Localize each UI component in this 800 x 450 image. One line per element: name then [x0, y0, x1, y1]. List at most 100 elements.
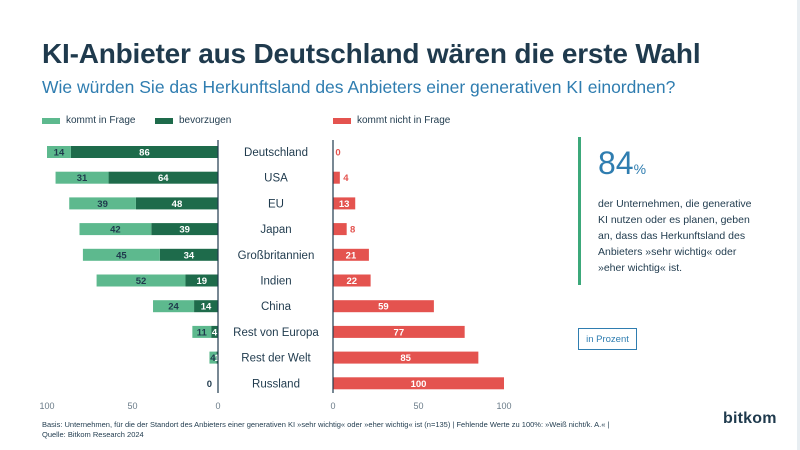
data-label-kommt-in-frage: 52	[136, 276, 147, 287]
right-tick-label: 100	[496, 401, 511, 411]
legend-label-bevorzugen: bevorzugen	[179, 115, 232, 126]
bar-kommt-in-frage	[96, 274, 186, 287]
data-label-kommt-nicht-in-frage: 8	[350, 225, 355, 236]
unit-label: in Prozent	[578, 328, 637, 350]
category-label: Indien	[260, 276, 291, 288]
bar-bevorzugen	[211, 325, 218, 338]
key-stat-callout: 84% der Unternehmen, die generative KI n…	[578, 137, 768, 285]
bar-bevorzugen	[108, 171, 218, 184]
key-stat-value: 84%	[598, 145, 768, 187]
key-stat-line: »eher wichtig« ist.	[598, 262, 683, 274]
data-label-kommt-nicht-in-frage: 100	[411, 379, 427, 390]
category-label: China	[261, 301, 292, 313]
left-tick-label: 0	[215, 401, 220, 411]
bar-bevorzugen	[135, 197, 218, 210]
right-tick-label: 0	[330, 401, 335, 411]
data-label-kommt-in-frage: 39	[97, 199, 108, 210]
legend-bevorzugen: bevorzugen	[155, 115, 231, 126]
footnote: Basis: Unternehmen, für die der Standort…	[42, 420, 609, 440]
bar-bevorzugen	[216, 351, 218, 364]
legend-label-kommt-nicht-in-frage: kommt nicht in Frage	[357, 115, 451, 126]
bitkom-logo: bitkom	[723, 410, 777, 427]
left-tick-label: 100	[39, 401, 54, 411]
category-label: Deutschland	[244, 147, 308, 159]
category-label: Rest von Europa	[233, 327, 319, 339]
bar-bevorzugen	[159, 248, 218, 261]
data-label-kommt-nicht-in-frage: 0	[335, 148, 340, 159]
bar-kommt-in-frage	[69, 197, 136, 210]
footnote-basis: Basis: Unternehmen, für die der Standort…	[42, 420, 610, 429]
data-label-bevorzugen: 4	[212, 327, 218, 338]
data-label-bevorzugen: 48	[172, 199, 183, 210]
bar-kommt-nicht-in-frage	[333, 300, 434, 313]
bar-kommt-in-frage	[47, 146, 71, 158]
category-label: Rest der Welt	[241, 353, 311, 365]
category-label: Japan	[260, 224, 291, 236]
data-label-total: 0	[207, 379, 212, 390]
bar-kommt-nicht-in-frage	[333, 377, 504, 390]
bar-kommt-nicht-in-frage	[333, 223, 347, 236]
bar-bevorzugen	[185, 274, 218, 287]
data-label-kommt-nicht-in-frage: 77	[394, 327, 405, 338]
key-stat-number: 84	[598, 145, 634, 181]
data-label-kommt-nicht-in-frage: 4	[343, 173, 349, 184]
bar-kommt-in-frage	[153, 300, 195, 313]
data-label-kommt-in-frage: 14	[54, 148, 65, 159]
data-label-bevorzugen: 39	[179, 225, 190, 236]
category-label: Russland	[252, 378, 300, 390]
data-label-kommt-nicht-in-frage: 59	[378, 302, 389, 313]
data-label-bevorzugen: 86	[139, 148, 150, 159]
bar-kommt-nicht-in-frage	[333, 274, 371, 287]
category-label: Großbritannien	[238, 250, 315, 262]
data-label-kommt-in-frage: 42	[110, 225, 121, 236]
data-label-bevorzugen: 34	[184, 250, 195, 261]
data-label-kommt-nicht-in-frage: 13	[339, 199, 350, 210]
bar-kommt-in-frage	[209, 351, 217, 364]
data-label-kommt-nicht-in-frage: 22	[347, 276, 358, 287]
bar-kommt-nicht-in-frage	[333, 171, 340, 184]
bar-bevorzugen	[70, 146, 218, 158]
bar-kommt-nicht-in-frage	[333, 248, 369, 261]
data-label-bevorzugen: 19	[196, 276, 207, 287]
data-label-kommt-in-frage: 45	[116, 250, 127, 261]
bar-bevorzugen	[151, 223, 218, 236]
legend-label-kommt-in-frage: kommt in Frage	[66, 115, 136, 126]
footnote-source: Quelle: Bitkom Research 2024	[42, 430, 144, 439]
right-edge	[797, 0, 800, 450]
key-stat-line: KI nutzen oder es planen, geben	[598, 214, 750, 226]
category-label: EU	[268, 198, 284, 210]
legend-swatch-kommt-in-frage	[42, 117, 60, 124]
legend-swatch-kommt-nicht-in-frage	[333, 117, 351, 124]
bar-kommt-in-frage	[55, 171, 109, 184]
right-tick-label: 50	[413, 401, 423, 411]
data-label-kommt-nicht-in-frage: 85	[400, 353, 411, 364]
left-tick-label: 50	[127, 401, 137, 411]
chart-title: KI-Anbieter aus Deutschland wären die er…	[42, 38, 701, 69]
data-label-bevorzugen: 14	[201, 302, 212, 313]
data-label-kommt-in-frage: 31	[77, 173, 88, 184]
bar-bevorzugen	[194, 300, 218, 313]
data-label-kommt-in-frage: 24	[168, 302, 179, 313]
legend-kommt-nicht-in-frage: kommt nicht in Frage	[333, 115, 450, 126]
key-stat-line: an, dass das Herkunftsland des	[598, 230, 746, 242]
bar-kommt-in-frage	[82, 248, 160, 261]
legend-swatch-bevorzugen	[155, 117, 173, 124]
key-stat-line: der Unternehmen, die generative	[598, 198, 752, 210]
bar-kommt-nicht-in-frage	[333, 351, 479, 364]
data-label-kommt-in-frage: 4	[210, 353, 216, 364]
key-stat-text: der Unternehmen, die generative KI nutze…	[598, 196, 768, 276]
bar-kommt-in-frage	[79, 223, 152, 236]
bar-kommt-in-frage	[192, 325, 212, 338]
legend-kommt-in-frage: kommt in Frage	[42, 115, 135, 126]
bar-kommt-nicht-in-frage	[333, 325, 465, 338]
bar-kommt-nicht-in-frage	[333, 197, 356, 210]
category-label: USA	[264, 173, 288, 185]
data-label-bevorzugen: 64	[158, 173, 169, 184]
key-stat-line: Anbieters »sehr wichtig« oder	[598, 246, 737, 258]
chart-subtitle: Wie würden Sie das Herkunftsland des Anb…	[42, 77, 676, 97]
data-label-kommt-nicht-in-frage: 21	[346, 250, 357, 261]
data-label-kommt-in-frage: 11	[197, 327, 208, 338]
key-stat-unit: %	[633, 161, 647, 177]
